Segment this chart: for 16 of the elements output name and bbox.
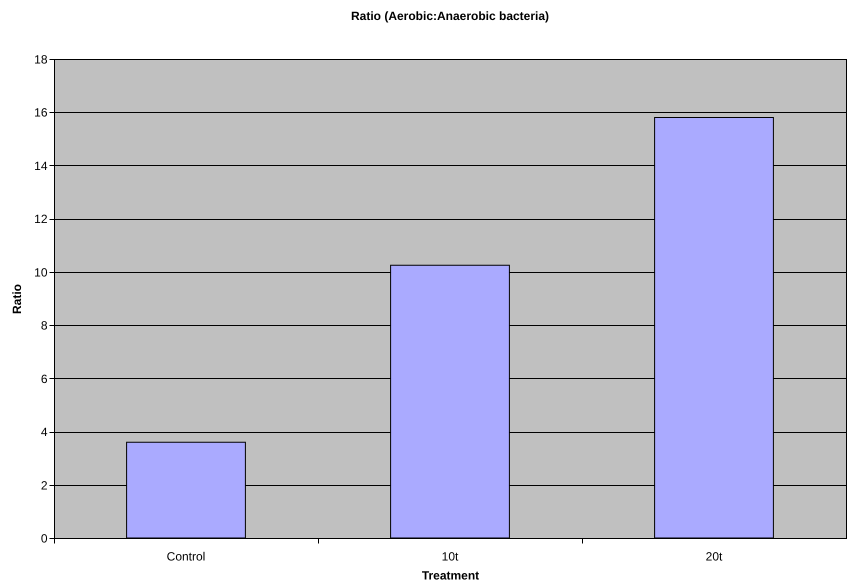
y-tick-label: 2: [40, 478, 48, 492]
y-tick-label: 12: [34, 212, 48, 226]
x-axis-title: Treatment: [422, 568, 480, 582]
y-tick-label: 10: [34, 265, 48, 280]
y-tick-label: 6: [40, 372, 48, 386]
x-tick-label: 20t: [706, 550, 724, 564]
y-tick-label: 16: [34, 106, 48, 120]
y-tick-label: 8: [40, 318, 48, 333]
x-tick-label: 10t: [442, 550, 460, 564]
y-tick-label: 18: [34, 52, 48, 66]
chart-title: Ratio (Aerobic:Anaerobic bacteria): [350, 9, 550, 23]
y-axis-title: Ratio: [10, 284, 24, 314]
y-tick-label: 14: [34, 158, 48, 173]
y-tick-label: 4: [40, 425, 48, 440]
x-tick-label: Control: [166, 550, 206, 564]
y-tick-label: 0: [40, 532, 48, 546]
